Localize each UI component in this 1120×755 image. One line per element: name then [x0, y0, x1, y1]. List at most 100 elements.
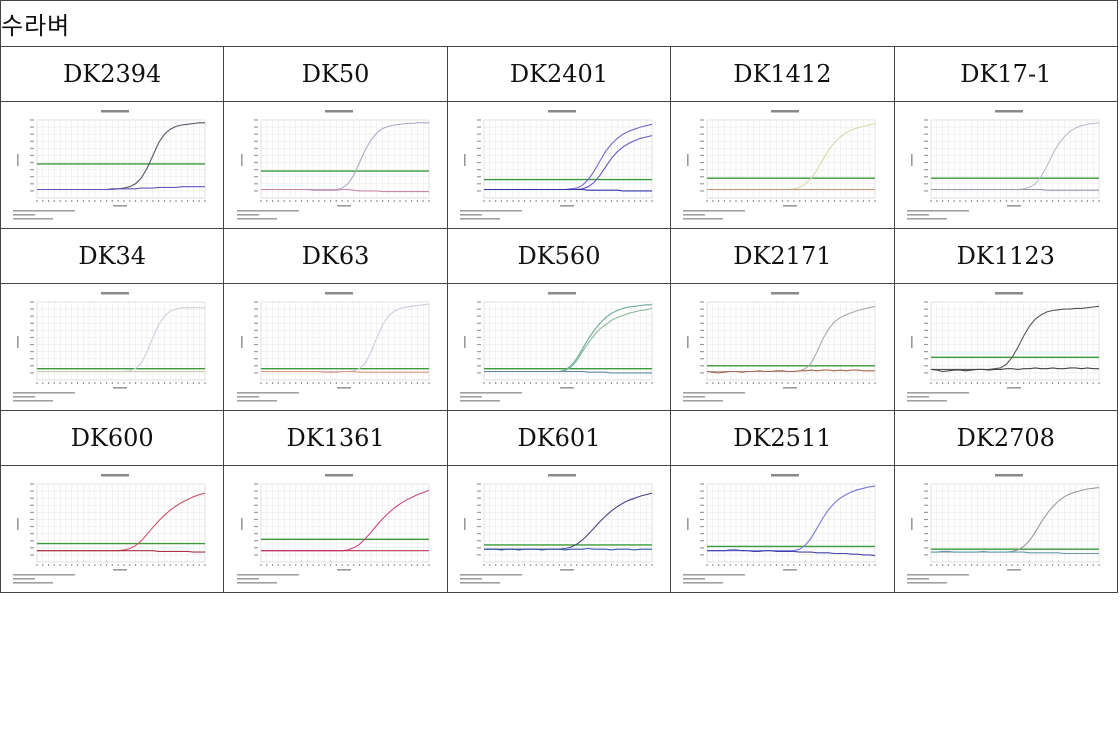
- chart-title-mark: [994, 474, 1023, 477]
- x-tick-mark: [512, 382, 514, 384]
- x-tick-mark: [399, 200, 401, 202]
- footnote-mark: [683, 582, 724, 584]
- amplification-curve: [930, 367, 1099, 373]
- y-tick-mark: [923, 483, 928, 485]
- x-tick-mark: [970, 564, 972, 566]
- y-tick-mark: [476, 126, 481, 128]
- x-tick-mark: [36, 200, 38, 202]
- footnote-mark: [13, 582, 54, 584]
- x-tick-mark: [605, 564, 607, 566]
- x-tick-mark: [1075, 200, 1077, 202]
- sample-label: DK1123: [893, 228, 1119, 284]
- x-tick-mark: [193, 382, 195, 384]
- x-axis-caption-mark: [559, 205, 574, 207]
- y-tick-mark: [476, 533, 481, 535]
- y-tick-mark: [700, 126, 705, 128]
- x-tick-mark: [941, 200, 943, 202]
- footnote-mark: [459, 218, 500, 220]
- x-tick-mark: [764, 382, 766, 384]
- y-tick-mark: [700, 511, 705, 513]
- x-tick-mark: [535, 200, 537, 202]
- y-tick-mark: [253, 336, 258, 339]
- x-tick-mark: [863, 564, 865, 566]
- x-tick-mark: [352, 564, 354, 566]
- x-tick-mark: [840, 564, 842, 566]
- x-tick-mark: [976, 200, 978, 202]
- footnote-mark: [459, 400, 500, 402]
- footnote-mark: [906, 582, 947, 584]
- x-tick-mark: [140, 382, 143, 384]
- footnote-mark: [683, 574, 746, 576]
- x-tick-mark: [1086, 382, 1088, 384]
- x-tick-mark: [1098, 200, 1100, 202]
- x-tick-mark: [811, 564, 813, 566]
- x-tick-mark: [82, 200, 85, 202]
- x-tick-mark: [393, 382, 395, 384]
- x-tick-mark: [529, 200, 531, 202]
- footnote-mark: [459, 396, 482, 398]
- y-axis-caption-mark: [910, 518, 913, 530]
- x-tick-mark: [1063, 382, 1065, 384]
- x-tick-mark: [633, 564, 636, 566]
- y-tick-mark: [476, 176, 481, 178]
- x-tick-mark: [776, 382, 778, 384]
- y-tick-mark: [476, 525, 481, 528]
- y-tick-mark: [923, 372, 928, 374]
- footnote-mark: [683, 392, 746, 394]
- x-tick-mark: [404, 564, 407, 566]
- footnote-mark: [459, 214, 482, 216]
- y-tick-mark: [30, 365, 35, 367]
- x-tick-mark: [964, 564, 967, 566]
- y-tick-mark: [700, 329, 705, 331]
- y-tick-mark: [923, 154, 928, 157]
- y-tick-mark: [30, 301, 35, 303]
- y-axis-caption-mark: [17, 154, 19, 166]
- x-tick-mark: [352, 200, 354, 202]
- plot-frame: [483, 483, 653, 563]
- chart-title-mark: [771, 474, 800, 477]
- chart-row: [0, 283, 1119, 411]
- x-tick-mark: [747, 200, 749, 202]
- results-table: 수라벼 DK2394 DK50 DK2401 DK1412 DK17-1 DK3…: [0, 0, 1119, 593]
- x-tick-mark: [628, 382, 630, 384]
- y-tick-mark: [30, 119, 35, 121]
- y-tick-mark: [253, 518, 258, 521]
- y-tick-mark: [30, 372, 35, 374]
- x-tick-mark: [77, 382, 79, 384]
- x-tick-mark: [399, 564, 401, 566]
- x-tick-mark: [970, 200, 972, 202]
- x-tick-mark: [735, 564, 737, 566]
- x-tick-mark: [506, 564, 508, 566]
- sample-label: DK2394: [0, 46, 225, 102]
- y-tick-mark: [476, 504, 481, 506]
- x-tick-mark: [1022, 382, 1025, 384]
- y-axis-caption-mark: [910, 336, 913, 348]
- x-tick-mark: [874, 564, 876, 566]
- x-tick-mark: [724, 564, 726, 566]
- y-tick-mark: [700, 343, 705, 346]
- y-tick-mark: [253, 533, 258, 535]
- y-tick-mark: [700, 176, 705, 178]
- x-axis-caption-mark: [1006, 387, 1021, 389]
- plot-frame: [260, 119, 429, 199]
- x-tick-mark: [787, 200, 790, 202]
- footnote-mark: [906, 392, 969, 394]
- y-tick-mark: [476, 308, 481, 310]
- x-axis-caption-mark: [336, 387, 351, 389]
- footnote-mark: [236, 214, 259, 216]
- x-tick-mark: [410, 382, 412, 384]
- x-tick-mark: [729, 200, 732, 202]
- amplification-chart: [236, 110, 430, 220]
- x-tick-mark: [283, 200, 285, 202]
- x-tick-mark: [970, 382, 972, 384]
- chart-title-mark: [547, 474, 576, 477]
- sample-label: DK601: [446, 410, 672, 466]
- y-tick-mark: [253, 183, 258, 185]
- x-tick-mark: [111, 200, 114, 202]
- x-tick-mark: [152, 200, 154, 202]
- chart-title-mark: [101, 474, 130, 477]
- y-tick-mark: [700, 190, 705, 192]
- x-tick-mark: [758, 200, 761, 202]
- x-tick-mark: [1080, 564, 1083, 566]
- x-tick-mark: [712, 382, 714, 384]
